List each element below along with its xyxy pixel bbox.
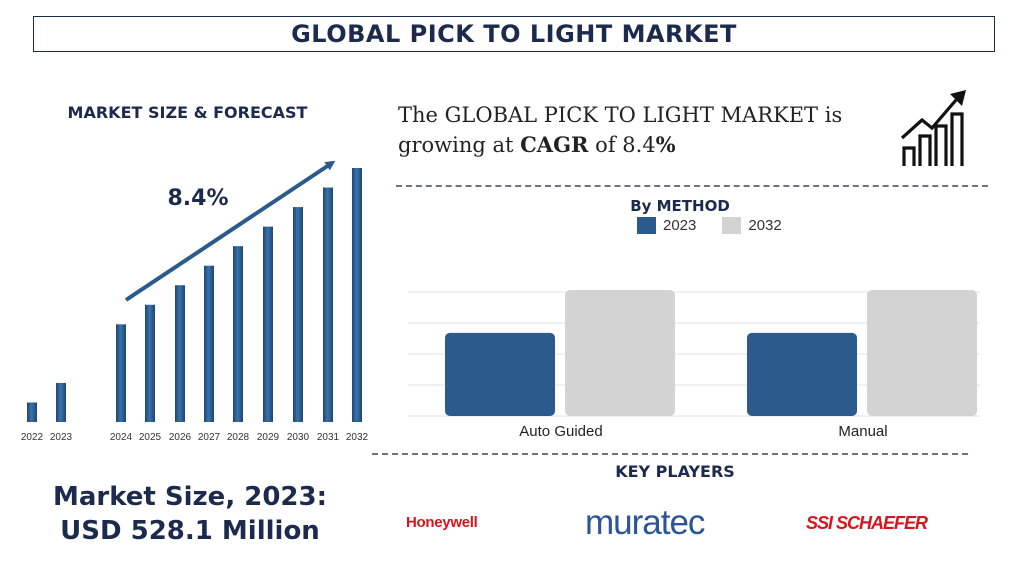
ssi-logo-mark: SSI SCHAEFER [806, 513, 928, 533]
forecast-tick-2029: 2029 [257, 432, 280, 443]
forecast-bar-2029 [263, 226, 273, 422]
title-box: GLOBAL PICK TO LIGHT MARKET [33, 16, 995, 52]
forecast-tick-2026: 2026 [169, 432, 192, 443]
growth-suffix: % [655, 132, 676, 157]
method-bar-auto-guided-2032 [565, 290, 675, 416]
divider-top [396, 185, 988, 187]
forecast-tick-2024: 2024 [110, 432, 133, 443]
ssi-schaefer-logo: SSI SCHAEFER [806, 513, 928, 534]
muratec-logo: muratec [585, 503, 705, 542]
forecast-tick-2023: 2023 [50, 432, 73, 443]
forecast-tick-2032: 2032 [346, 432, 369, 443]
forecast-bar-2026 [175, 285, 185, 422]
method-bar-auto-guided-2023 [445, 332, 555, 416]
method-category-label: Manual [838, 423, 887, 440]
method-bar-manual-2032 [867, 290, 977, 416]
forecast-tick-2025: 2025 [139, 432, 162, 443]
key-players-title: KEY PLAYERS [615, 462, 735, 481]
growth-chart-icon [900, 90, 966, 166]
cagr-word: CAGR [520, 132, 589, 157]
market-size-line2: USD 528.1 Million [60, 516, 320, 546]
forecast-bar-2028 [233, 246, 243, 422]
market-size: Market Size, 2023: USD 528.1 Million [25, 480, 355, 548]
forecast-bar-2032 [352, 168, 362, 422]
forecast-title: MARKET SIZE & FORECAST [67, 103, 308, 122]
forecast-bar-2031 [323, 187, 333, 422]
forecast-bar-2023 [56, 382, 66, 422]
legend-label-2032: 2032 [748, 217, 782, 234]
method-title: By METHOD [630, 197, 730, 215]
growth-prefix: The GLOBAL PICK TO LIGHT MARKET is growi… [398, 103, 843, 157]
method-category-label: Auto Guided [519, 423, 602, 440]
legend-item-2032: 2032 [722, 217, 782, 234]
forecast-bar-2024 [116, 324, 126, 422]
legend-swatch-2023 [637, 217, 656, 234]
cagr-annotation: 8.4% [167, 186, 228, 211]
legend-swatch-2032 [722, 217, 742, 234]
growth-statement: The GLOBAL PICK TO LIGHT MARKET is growi… [398, 101, 868, 160]
legend-label-2023: 2023 [663, 217, 697, 234]
forecast-tick-2030: 2030 [287, 432, 310, 443]
trend-arrow [124, 160, 336, 302]
divider-bottom [372, 453, 968, 455]
method-legend: 2023 2032 [637, 217, 782, 234]
method-bar-manual-2023 [747, 332, 857, 416]
forecast-tick-2028: 2028 [227, 432, 250, 443]
honeywell-logo: Honeywell [406, 514, 478, 531]
forecast-bar-2025 [145, 304, 155, 422]
forecast-bar-2030 [293, 207, 303, 422]
forecast-tick-2027: 2027 [198, 432, 221, 443]
forecast-chart: 2022 2023 2024 2025 2026 2027 2028 2029 2030 2031… [21, 160, 369, 443]
method-chart: Auto Guided Manual [408, 290, 980, 440]
legend-item-2023: 2023 [637, 217, 696, 234]
forecast-tick-2022: 2022 [21, 432, 44, 443]
forecast-bar-2027 [204, 265, 214, 422]
market-size-line1: Market Size, 2023: [52, 482, 328, 512]
page-title: GLOBAL PICK TO LIGHT MARKET [291, 20, 737, 48]
forecast-tick-2031: 2031 [317, 432, 340, 443]
forecast-bar-2022 [27, 402, 37, 422]
growth-middle: of 8.4 [588, 133, 656, 157]
